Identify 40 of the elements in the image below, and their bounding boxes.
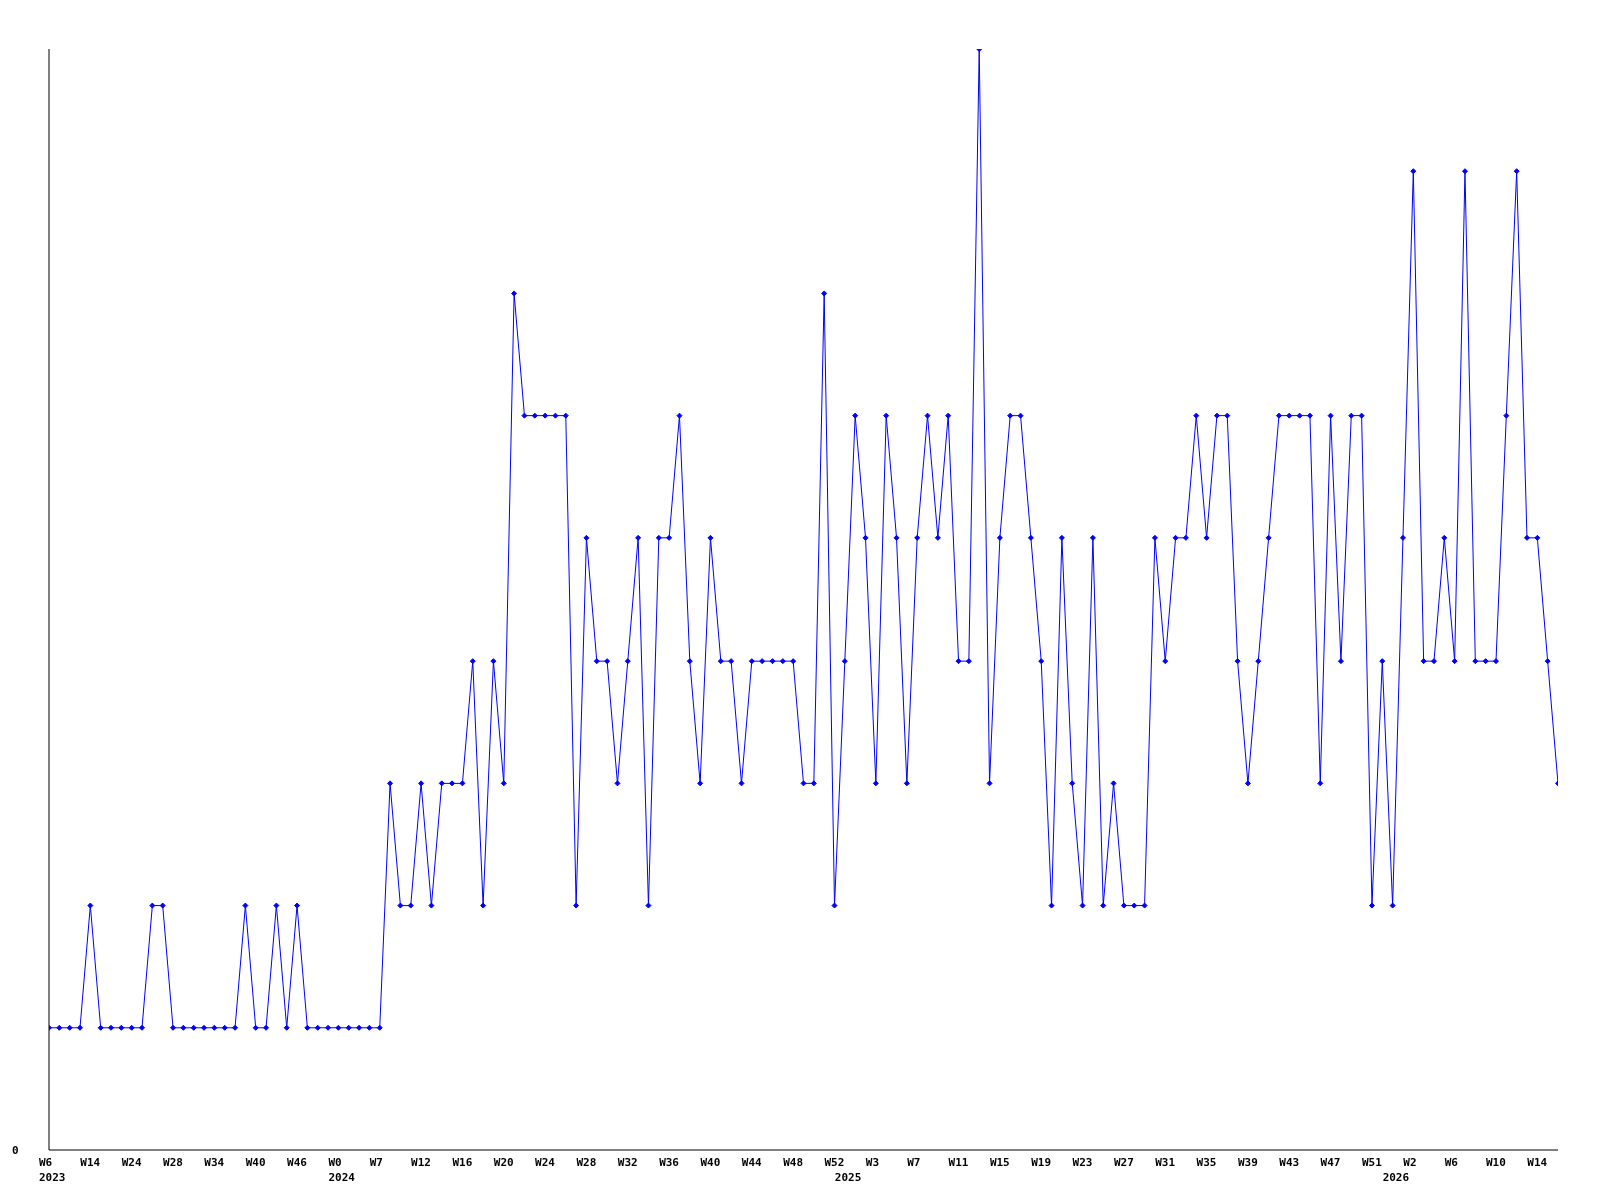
x-tick-label: W12 [411, 1156, 431, 1169]
x-tick-label: W46 [287, 1156, 308, 1169]
x-tick-label: W32 [617, 1156, 638, 1169]
x-tick-label: W11 [948, 1156, 969, 1169]
x-tick-label: W7 [907, 1156, 921, 1169]
x-tick-label: W7 [369, 1156, 383, 1169]
x-tick-label: W24 [535, 1156, 556, 1169]
x-tick-label: W20 [493, 1156, 514, 1169]
x-tick-label: W6 [1444, 1156, 1459, 1169]
x-tick-label: W19 [1031, 1156, 1052, 1169]
x-tick-label: W15 [989, 1156, 1010, 1169]
x-tick-label: W6 2023 [39, 1156, 66, 1184]
x-tick-label: W14 [80, 1156, 101, 1169]
x-tick-label: W31 [1155, 1156, 1176, 1169]
text: 0 [12, 1144, 19, 1157]
x-tick-label: W40 [245, 1156, 266, 1169]
x-tick-label: W51 [1361, 1156, 1383, 1169]
x-tick-label: W3 [865, 1156, 880, 1169]
x-tick-label: W27 [1113, 1156, 1134, 1169]
x-tick-label: W36 [659, 1156, 680, 1169]
x-tick-label: W24 [121, 1156, 142, 1169]
x-tick-label: W0 2024 [328, 1156, 356, 1184]
x-tick-label: W14 [1527, 1156, 1548, 1169]
x-tick-label: W10 [1485, 1156, 1506, 1169]
x-tick-label: W35 [1196, 1156, 1217, 1169]
x-tick-label: W40 [700, 1156, 721, 1169]
x-tick-label: W47 [1320, 1156, 1341, 1169]
x-tick-label: W28 [576, 1156, 597, 1169]
x-tick-label: W23 [1072, 1156, 1093, 1169]
x-tick-label: W2 [1403, 1156, 1417, 1169]
x-tick-label: W52 [824, 1156, 845, 1169]
x-tick-label: 2025 [834, 1171, 862, 1184]
x-tick-label: 2026 [1382, 1171, 1410, 1184]
x-tick-label: W39 [1237, 1156, 1258, 1169]
x-tick-label: W43 [1279, 1156, 1300, 1169]
x-tick-label: W28 [163, 1156, 183, 1169]
x-tick-label: W48 [783, 1156, 804, 1169]
x-tick-label: W44 [741, 1156, 763, 1169]
x-tick-label: W34 [204, 1156, 225, 1169]
x-tick-label: W16 [452, 1156, 473, 1169]
